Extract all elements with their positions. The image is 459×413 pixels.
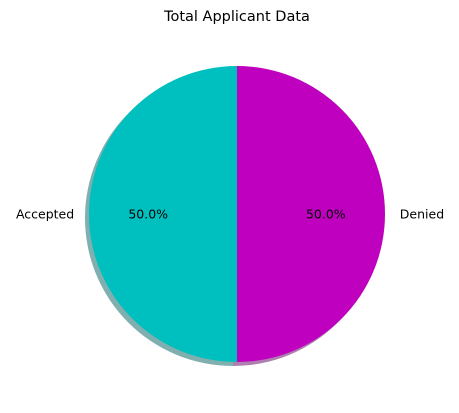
percent-label-denied: 50.0% [306,207,346,222]
slice-label-denied: Denied [400,207,444,222]
pie-slice-accepted [89,66,237,362]
pie-labels: Accepted 50.0% Denied 50.0% [16,207,444,222]
chart-title: Total Applicant Data [163,9,310,25]
slice-label-accepted: Accepted [16,207,74,222]
pie-slices [89,66,385,362]
pie-slice-denied [237,66,385,362]
percent-label-accepted: 50.0% [128,207,168,222]
